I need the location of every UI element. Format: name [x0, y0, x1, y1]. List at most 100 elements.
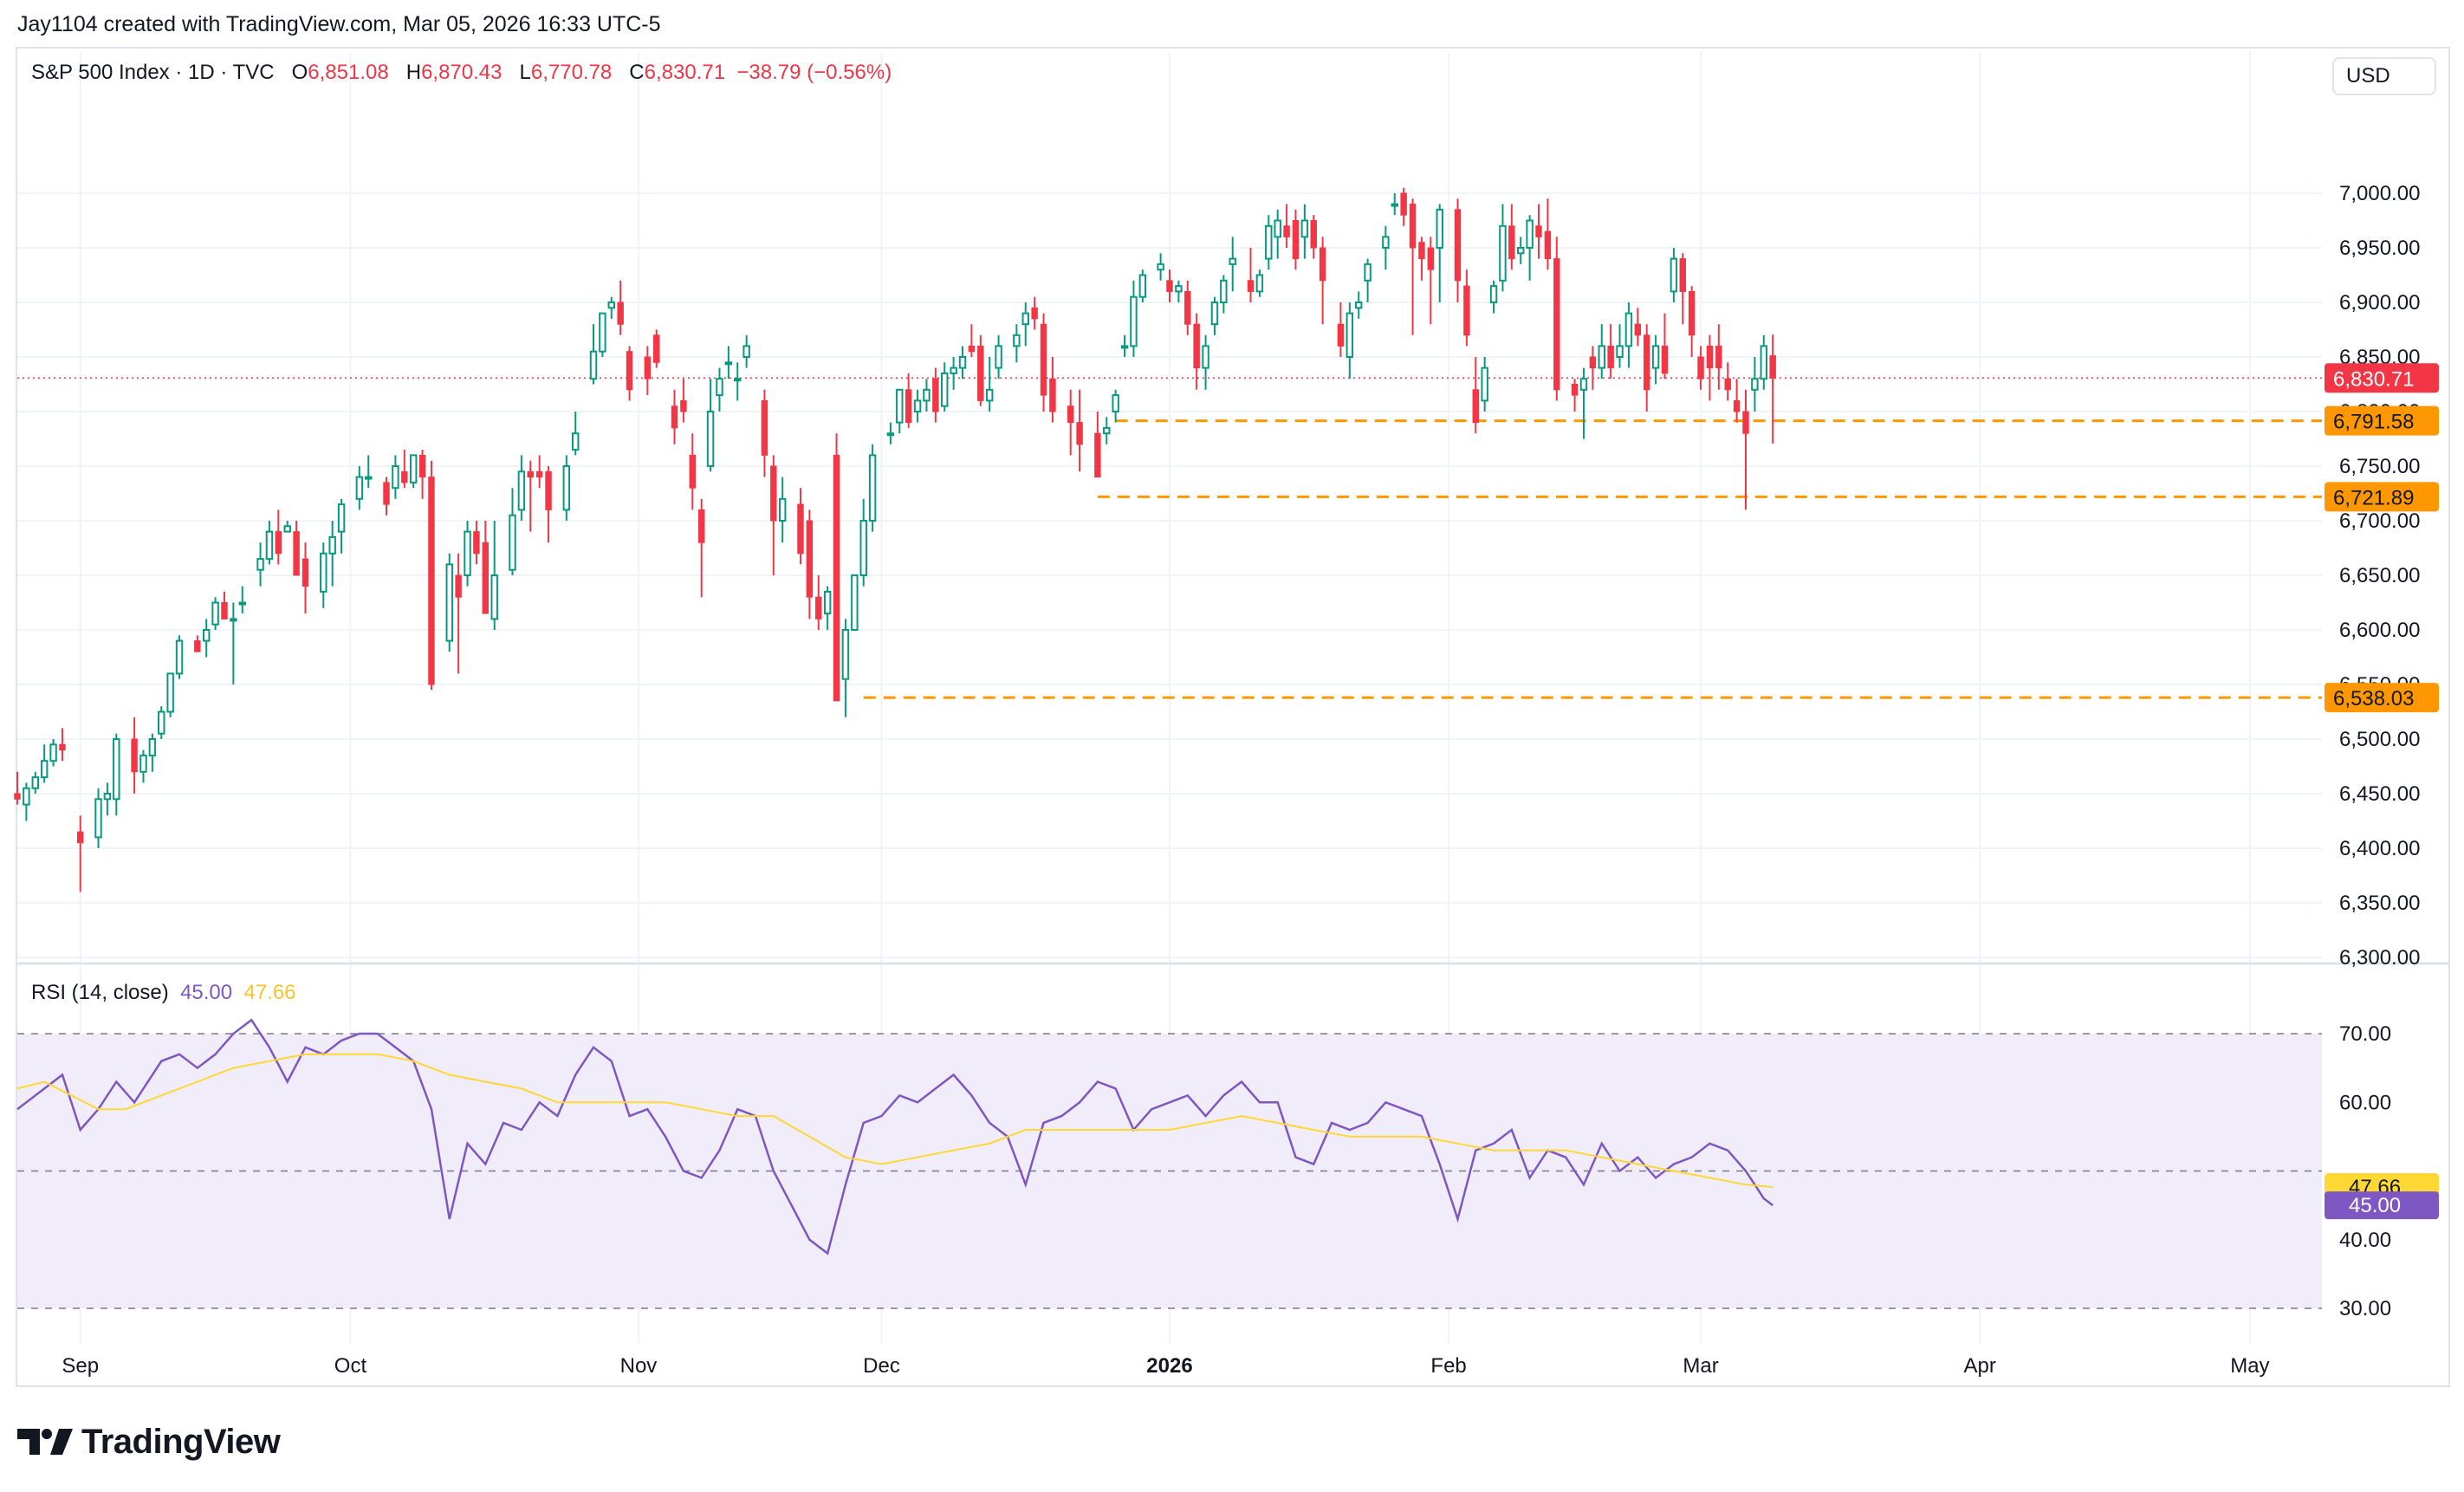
candle-body: [697, 509, 705, 543]
candle-body: [724, 361, 733, 366]
candle: [1103, 417, 1111, 444]
candle-body: [175, 639, 184, 675]
candle: [1688, 286, 1696, 357]
candle-body: [1616, 345, 1624, 358]
candle-body: [202, 629, 211, 642]
candle-body: [320, 552, 327, 593]
candle: [886, 422, 895, 444]
candle: [464, 521, 471, 587]
candle-body: [1579, 378, 1588, 391]
candle: [706, 379, 715, 472]
candle-body: [293, 531, 300, 576]
candle-body: [1049, 378, 1056, 412]
candle: [392, 455, 399, 499]
candle: [859, 498, 867, 587]
candle-body: [562, 465, 571, 511]
candle: [1210, 296, 1219, 335]
candle-body: [1526, 219, 1534, 249]
open-label: O: [291, 61, 308, 84]
candle: [1255, 269, 1264, 297]
candle-body: [1760, 345, 1768, 380]
candle-body: [328, 535, 336, 555]
rsi-label[interactable]: RSI (14, close): [31, 981, 169, 1004]
time-tick-label: Sep: [62, 1354, 99, 1378]
candle: [302, 542, 309, 614]
candle: [1040, 313, 1047, 412]
price-tick-label: 6,500.00: [2339, 728, 2420, 751]
candle-body: [589, 350, 598, 380]
candle: [1634, 308, 1642, 347]
candle: [383, 477, 390, 516]
candle: [103, 782, 112, 816]
candle-body: [644, 356, 652, 379]
candle: [1769, 334, 1776, 444]
candle: [1670, 248, 1678, 302]
symbol-label[interactable]: S&P 500 Index · 1D · TVC: [31, 61, 275, 84]
candle: [941, 362, 949, 412]
price-tick-label: 6,950.00: [2339, 237, 2420, 260]
candle-body: [392, 465, 399, 490]
candle-body: [1553, 258, 1560, 391]
candle-body: [1571, 384, 1579, 396]
candle: [1706, 334, 1714, 401]
tradingview-logo[interactable]: TradingView: [17, 1421, 281, 1463]
candle-body: [1634, 323, 1642, 336]
candle-body: [1535, 225, 1542, 237]
candle: [328, 521, 336, 587]
price-tick-label: 6,400.00: [2339, 837, 2420, 860]
candle: [14, 771, 21, 805]
candle-body: [59, 743, 66, 751]
candle: [194, 635, 201, 652]
candle-body: [527, 470, 534, 478]
candle: [1427, 237, 1435, 325]
time-tick-label: Dec: [863, 1354, 900, 1378]
candle: [23, 782, 30, 821]
candle-body: [1130, 295, 1138, 347]
rsi-tag: [2325, 1191, 2439, 1220]
candle-body: [626, 351, 633, 391]
price-legend: S&P 500 Index · 1D · TVC O6,851.08 H6,87…: [31, 61, 892, 85]
candle: [734, 362, 742, 401]
candle-body: [139, 754, 147, 773]
candle-body: [428, 477, 435, 685]
candle-body: [1265, 224, 1273, 260]
candle-body: [1508, 225, 1515, 260]
candle: [230, 602, 237, 684]
candle: [1616, 324, 1624, 368]
candle-body: [1229, 257, 1236, 265]
candle: [283, 521, 291, 533]
candle: [1499, 204, 1507, 292]
candle: [913, 389, 922, 423]
candle-body: [859, 520, 867, 576]
candle: [742, 334, 750, 368]
candle: [1292, 209, 1300, 270]
last-price-tag: [2325, 363, 2439, 393]
currency-button[interactable]: USD: [2332, 57, 2436, 95]
candle-body: [302, 558, 309, 587]
candle-body: [535, 470, 543, 478]
candle: [148, 733, 157, 772]
candle: [1535, 204, 1542, 259]
time-tick-label: Mar: [1683, 1354, 1718, 1378]
candle: [1166, 269, 1173, 302]
candle: [527, 460, 534, 532]
candle-body: [941, 372, 949, 407]
candle-body: [1040, 323, 1047, 396]
candle: [1643, 324, 1650, 412]
candle: [1733, 379, 1741, 423]
candle: [482, 521, 490, 614]
candle: [158, 706, 165, 739]
candle-body: [1345, 312, 1354, 359]
candle: [1337, 302, 1345, 357]
candle: [1184, 280, 1191, 335]
candle-body: [833, 454, 840, 702]
candle: [770, 455, 777, 575]
price-tick-label: 6,750.00: [2339, 455, 2420, 478]
candle-body: [265, 530, 274, 561]
time-tick-label: Apr: [1963, 1354, 1995, 1378]
candle-body: [1184, 290, 1191, 325]
candle: [1679, 253, 1686, 325]
candle: [1354, 291, 1363, 319]
candle: [275, 509, 282, 565]
